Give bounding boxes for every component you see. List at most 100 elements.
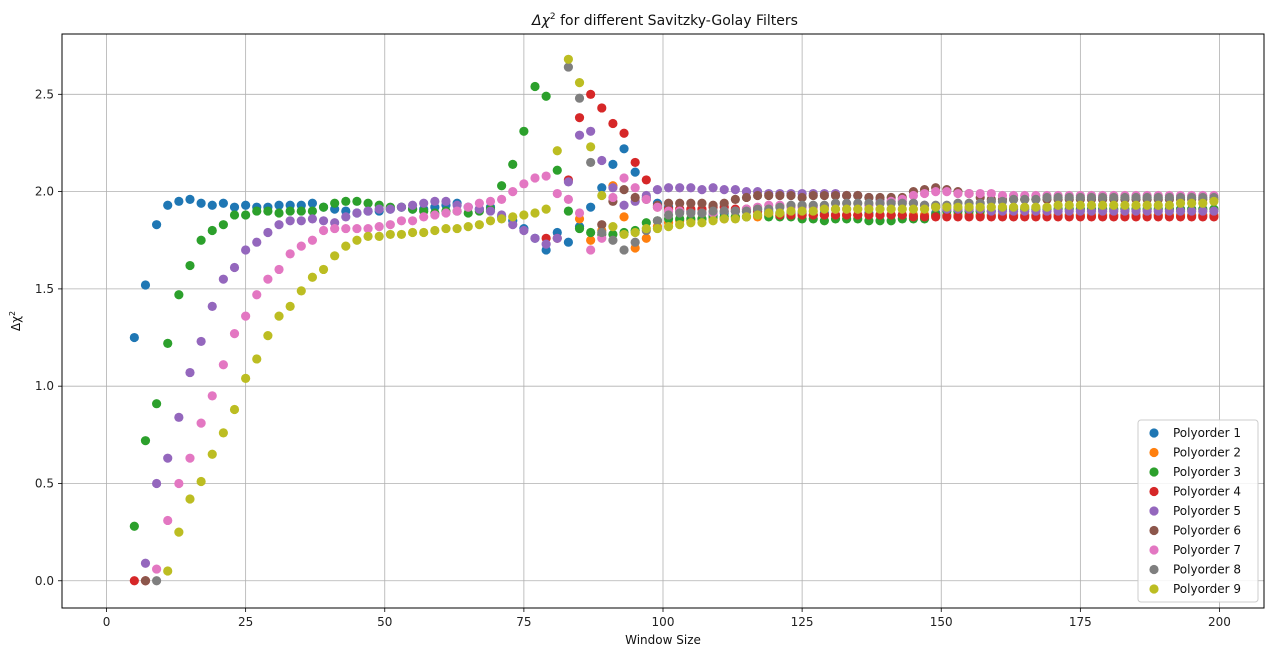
data-point [318, 202, 329, 212]
data-point [419, 198, 429, 208]
data-point [563, 54, 573, 64]
data-point [341, 223, 351, 234]
data-point [229, 404, 240, 415]
data-point [174, 527, 184, 537]
data-point [207, 449, 217, 459]
data-point [719, 185, 729, 195]
data-point [263, 274, 273, 284]
data-point [485, 196, 496, 206]
data-point [274, 311, 284, 321]
y-tick-label: 1.5 [35, 282, 54, 296]
data-point [675, 208, 685, 218]
data-point [207, 200, 217, 210]
data-point [819, 190, 829, 201]
legend-marker [1149, 447, 1159, 458]
data-point [741, 212, 752, 222]
data-point [541, 239, 551, 249]
data-point [519, 126, 529, 136]
legend-entry-label: Polyorder 7 [1173, 543, 1241, 557]
data-point [1064, 200, 1074, 210]
data-point [140, 280, 151, 290]
data-point [285, 249, 295, 259]
y-tick-label: 2.5 [35, 87, 54, 101]
data-point [196, 235, 206, 245]
data-point [942, 212, 952, 222]
data-point [1153, 192, 1163, 203]
data-point [352, 208, 362, 218]
data-point [1020, 202, 1030, 212]
data-point [430, 196, 440, 206]
data-point [686, 183, 696, 193]
data-point [875, 204, 885, 214]
data-point [719, 198, 729, 208]
y-tick-label: 0.5 [35, 476, 54, 490]
data-point [541, 91, 551, 101]
data-point [341, 212, 351, 222]
data-point [753, 210, 763, 220]
legend-marker [1149, 486, 1159, 497]
data-point [174, 290, 184, 300]
data-point [652, 223, 663, 234]
data-point [641, 175, 651, 185]
data-point [1075, 192, 1085, 203]
legend-marker [1149, 506, 1159, 516]
x-tick-label: 175 [1069, 615, 1092, 629]
data-point [274, 264, 284, 275]
data-point [396, 229, 407, 240]
data-point [641, 233, 651, 243]
data-point [485, 216, 496, 226]
legend-marker [1149, 428, 1159, 438]
data-point [296, 286, 306, 296]
y-tick-label: 0.0 [35, 574, 54, 588]
x-tick-label: 200 [1208, 615, 1231, 629]
data-point [129, 521, 139, 531]
data-point [619, 128, 629, 138]
data-point [396, 202, 407, 212]
data-point [174, 196, 184, 206]
data-point [1042, 202, 1052, 212]
data-point [519, 225, 529, 236]
data-point [318, 216, 329, 226]
x-tick-label: 25 [238, 615, 253, 629]
data-point [497, 181, 507, 191]
data-point [363, 231, 373, 241]
data-point [363, 198, 373, 208]
legend-box [1137, 419, 1259, 603]
data-point [908, 212, 919, 222]
data-point [163, 200, 173, 210]
data-point [819, 204, 829, 214]
data-point [196, 198, 206, 208]
legend-entry-label: Polyorder 9 [1173, 582, 1241, 596]
data-point [263, 227, 273, 238]
data-point [1053, 192, 1063, 203]
data-point [942, 187, 952, 197]
data-point [1031, 202, 1041, 212]
data-point [263, 206, 273, 216]
data-point [808, 206, 818, 216]
data-point [886, 204, 896, 214]
data-point [530, 173, 540, 183]
data-point [241, 373, 251, 383]
data-point [363, 206, 373, 216]
data-point [163, 515, 173, 526]
data-point [129, 332, 139, 343]
data-point [541, 171, 551, 181]
data-point [530, 233, 540, 243]
data-point [608, 159, 618, 169]
data-point [218, 220, 228, 230]
data-point [830, 190, 841, 201]
data-point [1031, 194, 1041, 204]
data-point [252, 237, 262, 247]
data-point [341, 241, 351, 251]
data-point [352, 235, 362, 245]
data-point [174, 412, 184, 422]
data-point [307, 198, 318, 208]
data-point [1064, 192, 1074, 203]
data-point [619, 200, 629, 210]
data-point [229, 202, 240, 212]
data-point [229, 210, 240, 220]
x-tick-label: 50 [377, 615, 392, 629]
data-point [441, 208, 451, 218]
legend-marker [1149, 525, 1159, 536]
data-point [274, 208, 284, 218]
